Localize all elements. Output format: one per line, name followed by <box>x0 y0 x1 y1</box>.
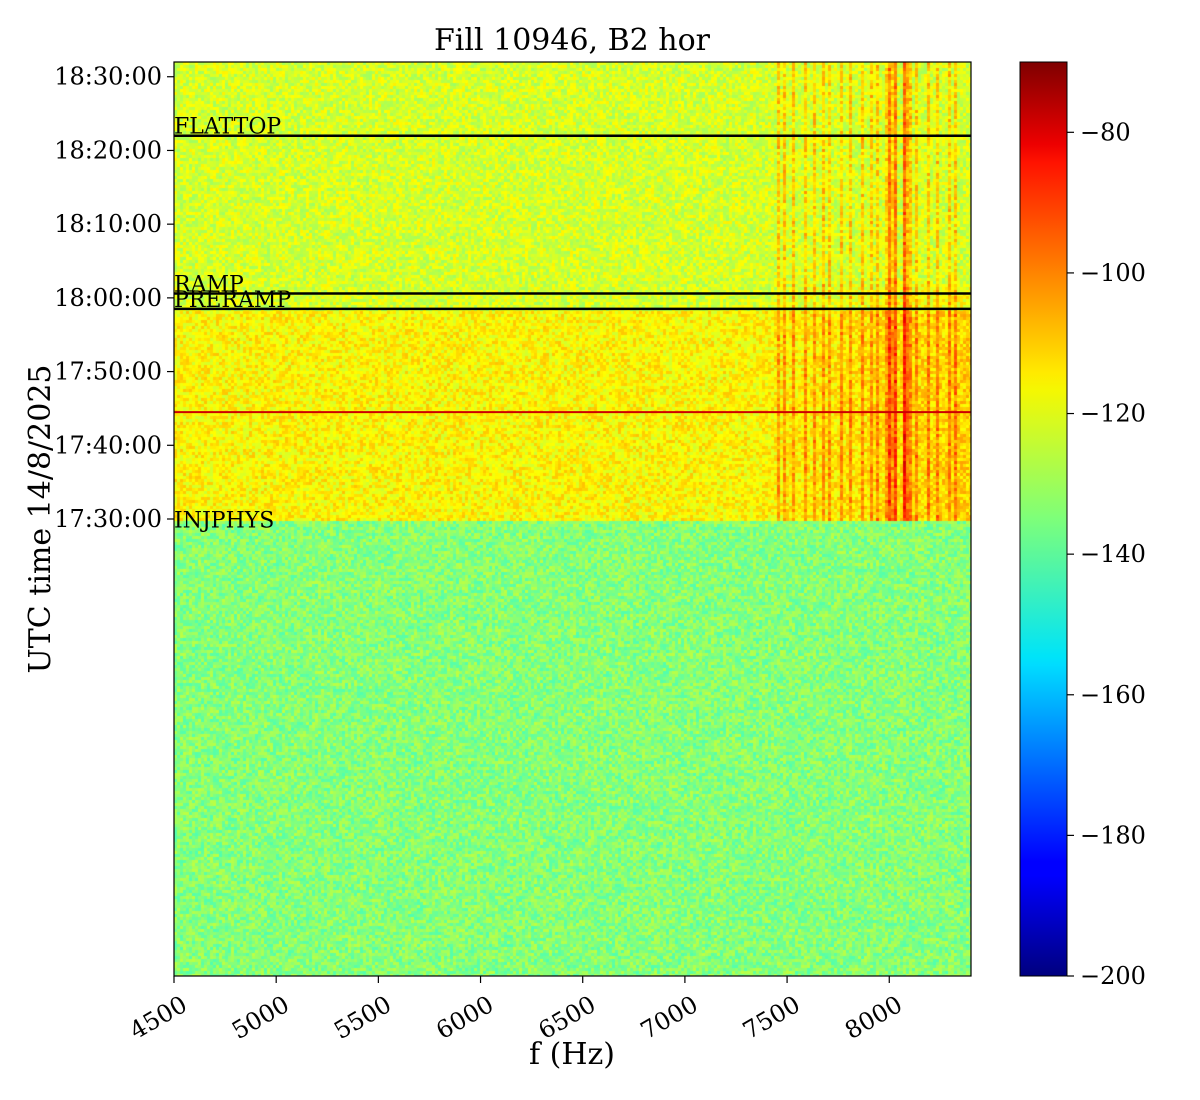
spectrogram-image-holder <box>174 62 971 976</box>
colorbar-tick-label: −160 <box>1080 681 1146 709</box>
x-tick-label: 5000 <box>227 990 294 1045</box>
y-axis-label: UTC time 14/8/2025 <box>23 365 58 674</box>
colorbar-tick-label: −80 <box>1080 118 1131 146</box>
x-tick-label: 4500 <box>125 990 192 1045</box>
y-tick-label: 18:00:00 <box>54 284 162 312</box>
colorbar-tick-label: −200 <box>1080 962 1146 990</box>
colorbar-tick-label: −120 <box>1080 400 1146 428</box>
y-tick-label: 18:30:00 <box>54 63 162 91</box>
y-tick-label: 18:20:00 <box>54 136 162 164</box>
y-tick-label: 17:40:00 <box>54 431 162 459</box>
colorbar-tick-label: −140 <box>1080 540 1146 568</box>
colorbar <box>1019 61 1068 977</box>
y-tick-label: 17:30:00 <box>54 505 162 533</box>
phase-marker-label: PRERAMP <box>174 288 291 313</box>
x-tick-label: 7000 <box>636 990 703 1045</box>
colorbar-tick-label: −100 <box>1080 259 1146 287</box>
y-tick-label: 18:10:00 <box>54 210 162 238</box>
y-tick-label: 17:50:00 <box>54 358 162 386</box>
x-tick-label: 6000 <box>431 990 498 1045</box>
x-tick-label: 8000 <box>840 990 907 1045</box>
phase-marker-label: RAMP <box>174 272 244 297</box>
spectrogram-heatmap <box>174 62 971 976</box>
y-axis-ticks: 18:30:00 18:20:00 18:10:00 18:00:00 17:50:00… <box>54 63 174 533</box>
phase-marker-label: INJPHYS <box>174 508 274 533</box>
colorbar-tick-label: −180 <box>1080 821 1146 849</box>
x-axis-ticks: 4500 5000 5500 6000 6500 7000 7500 8000 <box>125 976 907 1045</box>
x-tick-label: 7500 <box>738 990 805 1045</box>
phase-marker-label: FLATTOP <box>174 115 281 140</box>
chart-title: Fill 10946, B2 hor <box>434 23 711 58</box>
x-tick-label: 5500 <box>329 990 396 1045</box>
x-axis-label: f (Hz) <box>529 1037 615 1072</box>
colorbar-ticks: −80 −100 −120 −140 −160 −180 −200 <box>1067 118 1146 990</box>
